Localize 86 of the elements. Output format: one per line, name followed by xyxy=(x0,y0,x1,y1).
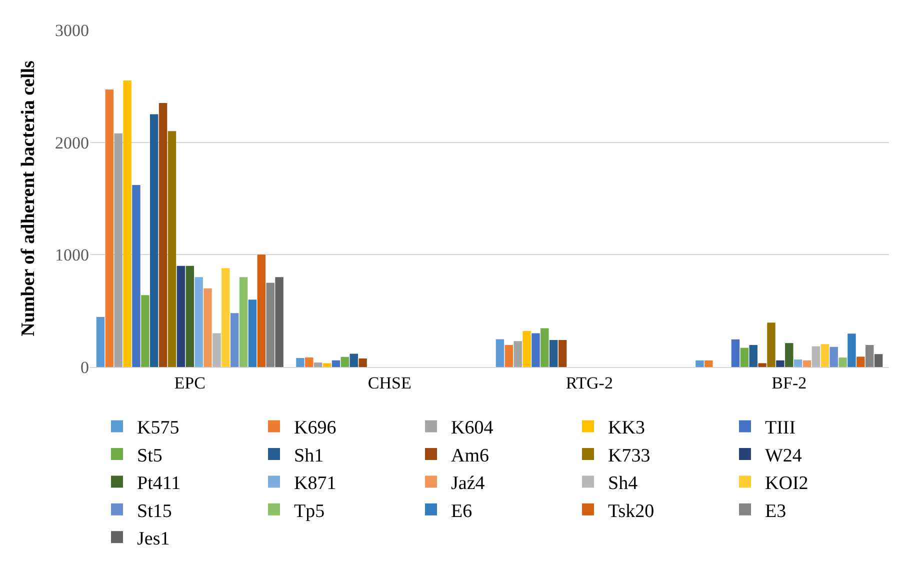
bar xyxy=(758,363,766,367)
legend-label: Am6 xyxy=(451,445,489,466)
bar xyxy=(696,360,704,367)
bar xyxy=(212,333,221,367)
bar xyxy=(874,354,883,367)
legend-label: Jes1 xyxy=(137,528,170,550)
bar xyxy=(176,266,186,367)
bar xyxy=(830,346,838,367)
bar xyxy=(785,343,794,367)
bar xyxy=(222,268,230,367)
legend-label: Tsk20 xyxy=(608,500,654,522)
bar xyxy=(749,344,758,367)
bar xyxy=(248,300,257,367)
bar xyxy=(767,322,776,367)
legend-label: K733 xyxy=(608,445,650,466)
legend-label: Jaź4 xyxy=(451,473,486,494)
legend-label: K604 xyxy=(451,418,494,439)
bar xyxy=(776,360,784,367)
bar xyxy=(322,363,332,367)
bar xyxy=(314,362,322,367)
bar xyxy=(132,185,140,367)
bar xyxy=(731,339,740,367)
bar xyxy=(802,360,812,367)
bar xyxy=(704,360,713,367)
bar xyxy=(114,133,122,367)
bar xyxy=(266,282,274,367)
bar xyxy=(257,254,266,367)
legend-label: E6 xyxy=(451,500,472,522)
legend-label: E3 xyxy=(765,500,786,522)
bar xyxy=(194,277,203,367)
bar xyxy=(239,277,248,367)
bar xyxy=(332,360,340,367)
legend-label: Sh1 xyxy=(294,445,324,466)
legend-label: Tp5 xyxy=(294,500,325,522)
bar xyxy=(794,359,802,367)
bar xyxy=(305,357,314,367)
bar xyxy=(540,328,549,367)
x-tick-label: BF-2 xyxy=(772,373,807,392)
bar xyxy=(558,340,567,367)
legend-label: Sh4 xyxy=(608,473,638,494)
bar xyxy=(504,344,514,367)
legend-label: Pt411 xyxy=(137,473,181,494)
legend-label: TIII xyxy=(765,418,796,439)
y-tick-label: 2000 xyxy=(55,133,89,152)
x-tick-label: EPC xyxy=(174,373,206,392)
bar xyxy=(532,333,540,367)
bar xyxy=(358,358,367,367)
bar xyxy=(522,331,531,367)
legend-label: K871 xyxy=(294,473,336,494)
bar xyxy=(150,114,158,367)
x-tick-label: CHSE xyxy=(368,373,412,392)
bar xyxy=(350,354,358,367)
bar xyxy=(141,295,150,367)
legend-label: W24 xyxy=(765,445,802,466)
bar xyxy=(496,339,504,367)
bar xyxy=(168,131,176,367)
bar xyxy=(838,358,847,367)
bar xyxy=(158,103,168,367)
bar xyxy=(848,334,856,367)
bar xyxy=(550,340,558,367)
bar xyxy=(186,266,194,367)
y-tick-label: 3000 xyxy=(55,20,89,40)
bar xyxy=(204,288,212,367)
bar xyxy=(275,277,284,367)
y-tick-label: 1000 xyxy=(55,246,89,265)
bar xyxy=(820,344,829,367)
bar xyxy=(230,313,239,367)
x-tick-label: RTG-2 xyxy=(566,373,613,392)
y-axis-title: Number of adherent bacteria cells xyxy=(18,60,39,336)
bar xyxy=(865,344,874,367)
bar xyxy=(296,358,304,367)
bar xyxy=(856,356,865,367)
legend-label: K696 xyxy=(294,418,336,439)
legend-label: K575 xyxy=(137,418,180,439)
bar xyxy=(105,90,114,367)
bar xyxy=(812,346,820,367)
bar xyxy=(340,356,350,367)
bar xyxy=(123,80,132,367)
legend-label: St5 xyxy=(137,445,162,466)
legend-label: St15 xyxy=(137,500,172,522)
legend-label: KK3 xyxy=(608,418,645,439)
bar xyxy=(514,341,522,367)
bar xyxy=(96,317,105,367)
bar xyxy=(740,348,749,367)
legend-label: KOI2 xyxy=(765,473,808,494)
y-tick-label: 0 xyxy=(80,358,89,377)
